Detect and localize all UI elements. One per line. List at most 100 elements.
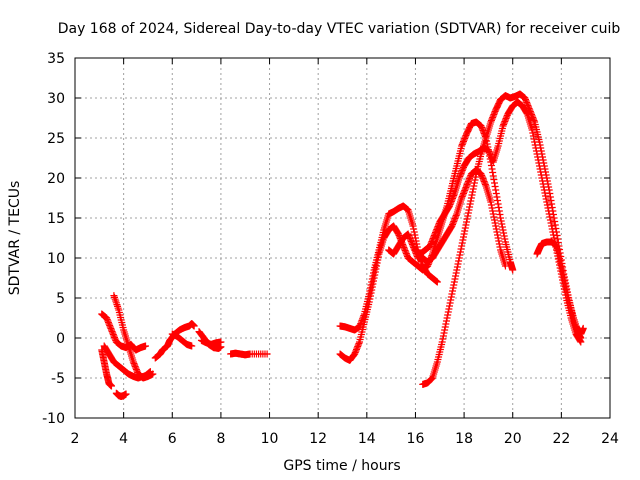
data-point	[109, 329, 117, 337]
data-point	[374, 256, 382, 264]
data-point	[459, 138, 467, 145]
data-point	[541, 189, 549, 197]
data-point	[491, 219, 499, 227]
data-point	[560, 277, 568, 285]
data-point	[490, 176, 498, 183]
data-point	[544, 204, 552, 212]
data-point	[462, 184, 470, 191]
data-point	[489, 114, 497, 121]
data-point	[372, 265, 380, 273]
data-point	[481, 179, 489, 187]
grid	[75, 58, 610, 418]
data-point	[409, 242, 417, 250]
data-point	[537, 168, 545, 176]
data-point	[459, 190, 467, 197]
data-point	[489, 169, 497, 176]
data-point	[467, 194, 475, 202]
data-point	[490, 111, 498, 118]
data-point	[452, 269, 460, 277]
data-point	[458, 194, 466, 202]
data-point	[407, 238, 415, 245]
data-point	[466, 203, 474, 211]
data-point	[106, 323, 114, 331]
data-point	[373, 262, 381, 270]
data-point	[111, 334, 119, 341]
data-point	[441, 323, 449, 331]
series-track-m	[385, 166, 509, 270]
data-point	[433, 224, 441, 232]
x-tick-label: 14	[358, 431, 376, 447]
data-point	[509, 266, 517, 274]
data-point	[447, 198, 455, 205]
data-point	[487, 198, 495, 206]
y-tick-label: 10	[47, 251, 65, 267]
y-tick-label: -10	[42, 411, 65, 427]
data-point	[447, 199, 455, 207]
data-point	[410, 225, 418, 233]
data-point	[490, 216, 498, 224]
data-point	[522, 97, 530, 105]
data-point	[550, 234, 558, 242]
data-point	[577, 338, 585, 346]
data-point	[459, 139, 467, 147]
data-point	[429, 235, 437, 242]
data-point	[535, 159, 543, 167]
data-point	[405, 233, 413, 241]
data-point	[443, 314, 451, 322]
data-point	[557, 262, 565, 270]
data-point	[498, 220, 506, 228]
data-point	[370, 277, 378, 285]
data-point	[501, 116, 509, 124]
data-point	[365, 298, 373, 306]
data-point	[494, 200, 502, 208]
data-point	[495, 240, 503, 248]
data-point	[142, 342, 150, 350]
data-point	[478, 172, 486, 179]
data-point	[354, 341, 362, 349]
data-point	[501, 118, 509, 125]
data-point	[448, 290, 456, 298]
data-point	[454, 260, 462, 268]
data-point	[466, 175, 474, 182]
data-points	[98, 90, 587, 400]
data-point	[466, 200, 474, 208]
data-point	[434, 223, 442, 230]
data-point	[131, 361, 139, 369]
data-point	[500, 232, 508, 240]
x-tick-label: 8	[216, 431, 225, 447]
data-point	[523, 109, 531, 117]
data-point	[487, 117, 495, 124]
data-point	[539, 180, 547, 188]
data-point	[478, 125, 486, 133]
data-point	[107, 382, 115, 390]
data-point	[465, 176, 473, 184]
data-point	[103, 314, 111, 322]
data-point	[444, 311, 452, 319]
data-point	[428, 236, 436, 244]
data-point	[107, 325, 115, 332]
data-point	[489, 207, 497, 215]
series-track-l	[336, 118, 517, 364]
data-point	[190, 322, 198, 330]
data-point	[449, 287, 457, 295]
data-point	[368, 286, 376, 294]
data-point	[366, 295, 374, 303]
data-point	[408, 241, 416, 248]
x-tick-label: 6	[168, 431, 177, 447]
data-point	[458, 193, 466, 200]
data-point	[490, 109, 498, 117]
data-point	[450, 216, 458, 224]
series-track-g	[168, 330, 196, 350]
data-point	[545, 207, 553, 215]
data-point	[109, 331, 117, 338]
data-point	[500, 229, 508, 237]
y-tick-label: 0	[56, 331, 65, 347]
data-point	[461, 133, 469, 141]
data-point	[446, 202, 453, 210]
data-point	[488, 115, 496, 123]
data-point	[560, 274, 568, 282]
data-point	[559, 271, 567, 279]
data-point	[439, 335, 447, 343]
data-point	[409, 222, 417, 230]
